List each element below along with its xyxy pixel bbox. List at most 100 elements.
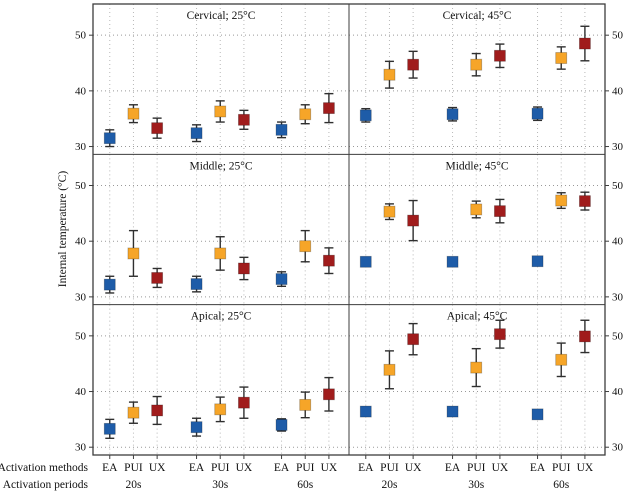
square-marker-UX — [238, 113, 250, 126]
square-marker-EA — [359, 405, 372, 418]
panel-title: Cervical; 45°C — [443, 10, 512, 22]
data-point-PUI-30s — [470, 347, 483, 388]
data-point-EA-30s — [190, 417, 203, 437]
axis-layer: 30 30 40 40 50 50 30 30 40 40 50 50 30 30 40 40 50 50 EA PU… — [75, 30, 624, 491]
data-point-PUI-30s — [214, 396, 227, 423]
method-label-PUI: PUI — [467, 462, 486, 474]
x-axis-caption-periods: Activation periods — [3, 479, 89, 491]
square-marker-UX — [494, 328, 506, 341]
data-point-PUI-20s — [127, 229, 140, 277]
square-marker-EA — [359, 255, 372, 268]
data-point-EA-30s — [190, 124, 203, 143]
data-point-PUI-20s — [383, 203, 396, 221]
method-label-UX: UX — [236, 462, 253, 474]
square-marker-UX — [323, 254, 335, 267]
data-point-UX-60s — [323, 92, 335, 124]
y-tick-label-right: 40 — [612, 386, 624, 398]
square-marker-PUI — [127, 107, 140, 120]
method-label-EA: EA — [445, 462, 461, 474]
period-label-20s: 20s — [381, 479, 398, 491]
square-marker-UX — [151, 404, 164, 417]
data-point-EA-30s — [446, 255, 459, 268]
method-label-UX: UX — [405, 462, 422, 474]
data-point-EA-20s — [359, 255, 372, 268]
data-point-UX-30s — [238, 109, 250, 130]
square-marker-PUI — [555, 353, 568, 366]
data-point-UX-20s — [407, 50, 420, 79]
data-point-PUI-30s — [214, 236, 227, 271]
data-point-EA-30s — [190, 275, 203, 293]
data-point-EA-20s — [103, 129, 116, 148]
y-tick-label-left: 30 — [75, 442, 87, 454]
data-point-EA-60s — [275, 418, 288, 432]
data-point-UX-30s — [238, 256, 250, 281]
square-marker-UX — [579, 330, 591, 343]
grid-layer — [93, 4, 605, 455]
data-point-UX-60s — [323, 376, 335, 412]
period-label-30s: 30s — [212, 479, 229, 491]
data-point-EA-60s — [531, 106, 544, 122]
method-label-PUI: PUI — [124, 462, 143, 474]
data-point-UX-30s — [494, 198, 506, 224]
data-point-EA-30s — [446, 405, 459, 418]
square-marker-PUI — [299, 240, 312, 253]
data-point-PUI-60s — [555, 46, 568, 70]
square-marker-PUI — [470, 361, 483, 374]
square-marker-PUI — [383, 68, 396, 81]
square-marker-EA — [190, 127, 203, 140]
square-marker-EA — [103, 278, 116, 291]
method-label-EA: EA — [358, 462, 374, 474]
y-tick-label-left: 50 — [75, 330, 87, 342]
square-marker-PUI — [127, 406, 140, 419]
method-label-UX: UX — [321, 462, 338, 474]
method-label-UX: UX — [149, 462, 166, 474]
square-marker-PUI — [214, 247, 227, 260]
method-label-PUI: PUI — [380, 462, 399, 474]
panel-title: Apical; 45°C — [447, 311, 508, 323]
square-marker-UX — [579, 37, 591, 50]
square-marker-PUI — [214, 403, 227, 416]
square-marker-PUI — [383, 363, 396, 376]
y-tick-label-right: 50 — [612, 180, 624, 192]
data-point-PUI-60s — [299, 391, 312, 419]
square-marker-UX — [151, 272, 164, 284]
period-label-60s: 60s — [297, 479, 314, 491]
data-point-PUI-60s — [299, 104, 312, 125]
data-point-UX-60s — [323, 247, 335, 275]
data-layer: Cervical; 25°C Cervical; 45°C Middle; 25°C… — [103, 10, 591, 439]
data-point-PUI-30s — [214, 100, 227, 123]
data-point-PUI-60s — [299, 229, 312, 263]
data-point-EA-60s — [275, 121, 288, 139]
data-point-PUI-20s — [383, 350, 396, 390]
square-marker-EA — [275, 273, 288, 285]
square-marker-EA — [190, 278, 203, 290]
y-tick-label-right: 30 — [612, 442, 624, 454]
square-marker-UX — [238, 262, 250, 275]
square-marker-UX — [323, 388, 335, 401]
panel-title: Middle; 25°C — [189, 160, 252, 172]
square-marker-EA — [446, 405, 459, 418]
y-tick-label-right: 50 — [612, 30, 624, 42]
data-point-EA-60s — [531, 255, 544, 268]
square-marker-PUI — [299, 108, 312, 121]
data-point-EA-60s — [275, 271, 288, 287]
panel-title: Cervical; 25°C — [187, 10, 256, 22]
data-point-UX-20s — [151, 395, 164, 426]
y-tick-label-left: 40 — [75, 85, 87, 97]
square-marker-EA — [359, 109, 372, 122]
data-point-EA-30s — [446, 106, 459, 122]
period-label-20s: 20s — [125, 479, 142, 491]
method-label-UX: UX — [492, 462, 509, 474]
method-label-PUI: PUI — [552, 462, 571, 474]
y-tick-label-left: 30 — [75, 291, 87, 303]
data-point-PUI-20s — [127, 401, 140, 424]
data-point-UX-30s — [494, 43, 506, 69]
frame-layer — [92, 3, 606, 456]
square-marker-EA — [103, 422, 116, 435]
square-marker-UX — [407, 214, 420, 227]
square-marker-EA — [531, 107, 544, 120]
y-tick-label-right: 40 — [612, 236, 624, 248]
square-marker-EA — [275, 419, 288, 431]
square-marker-PUI — [299, 398, 312, 411]
